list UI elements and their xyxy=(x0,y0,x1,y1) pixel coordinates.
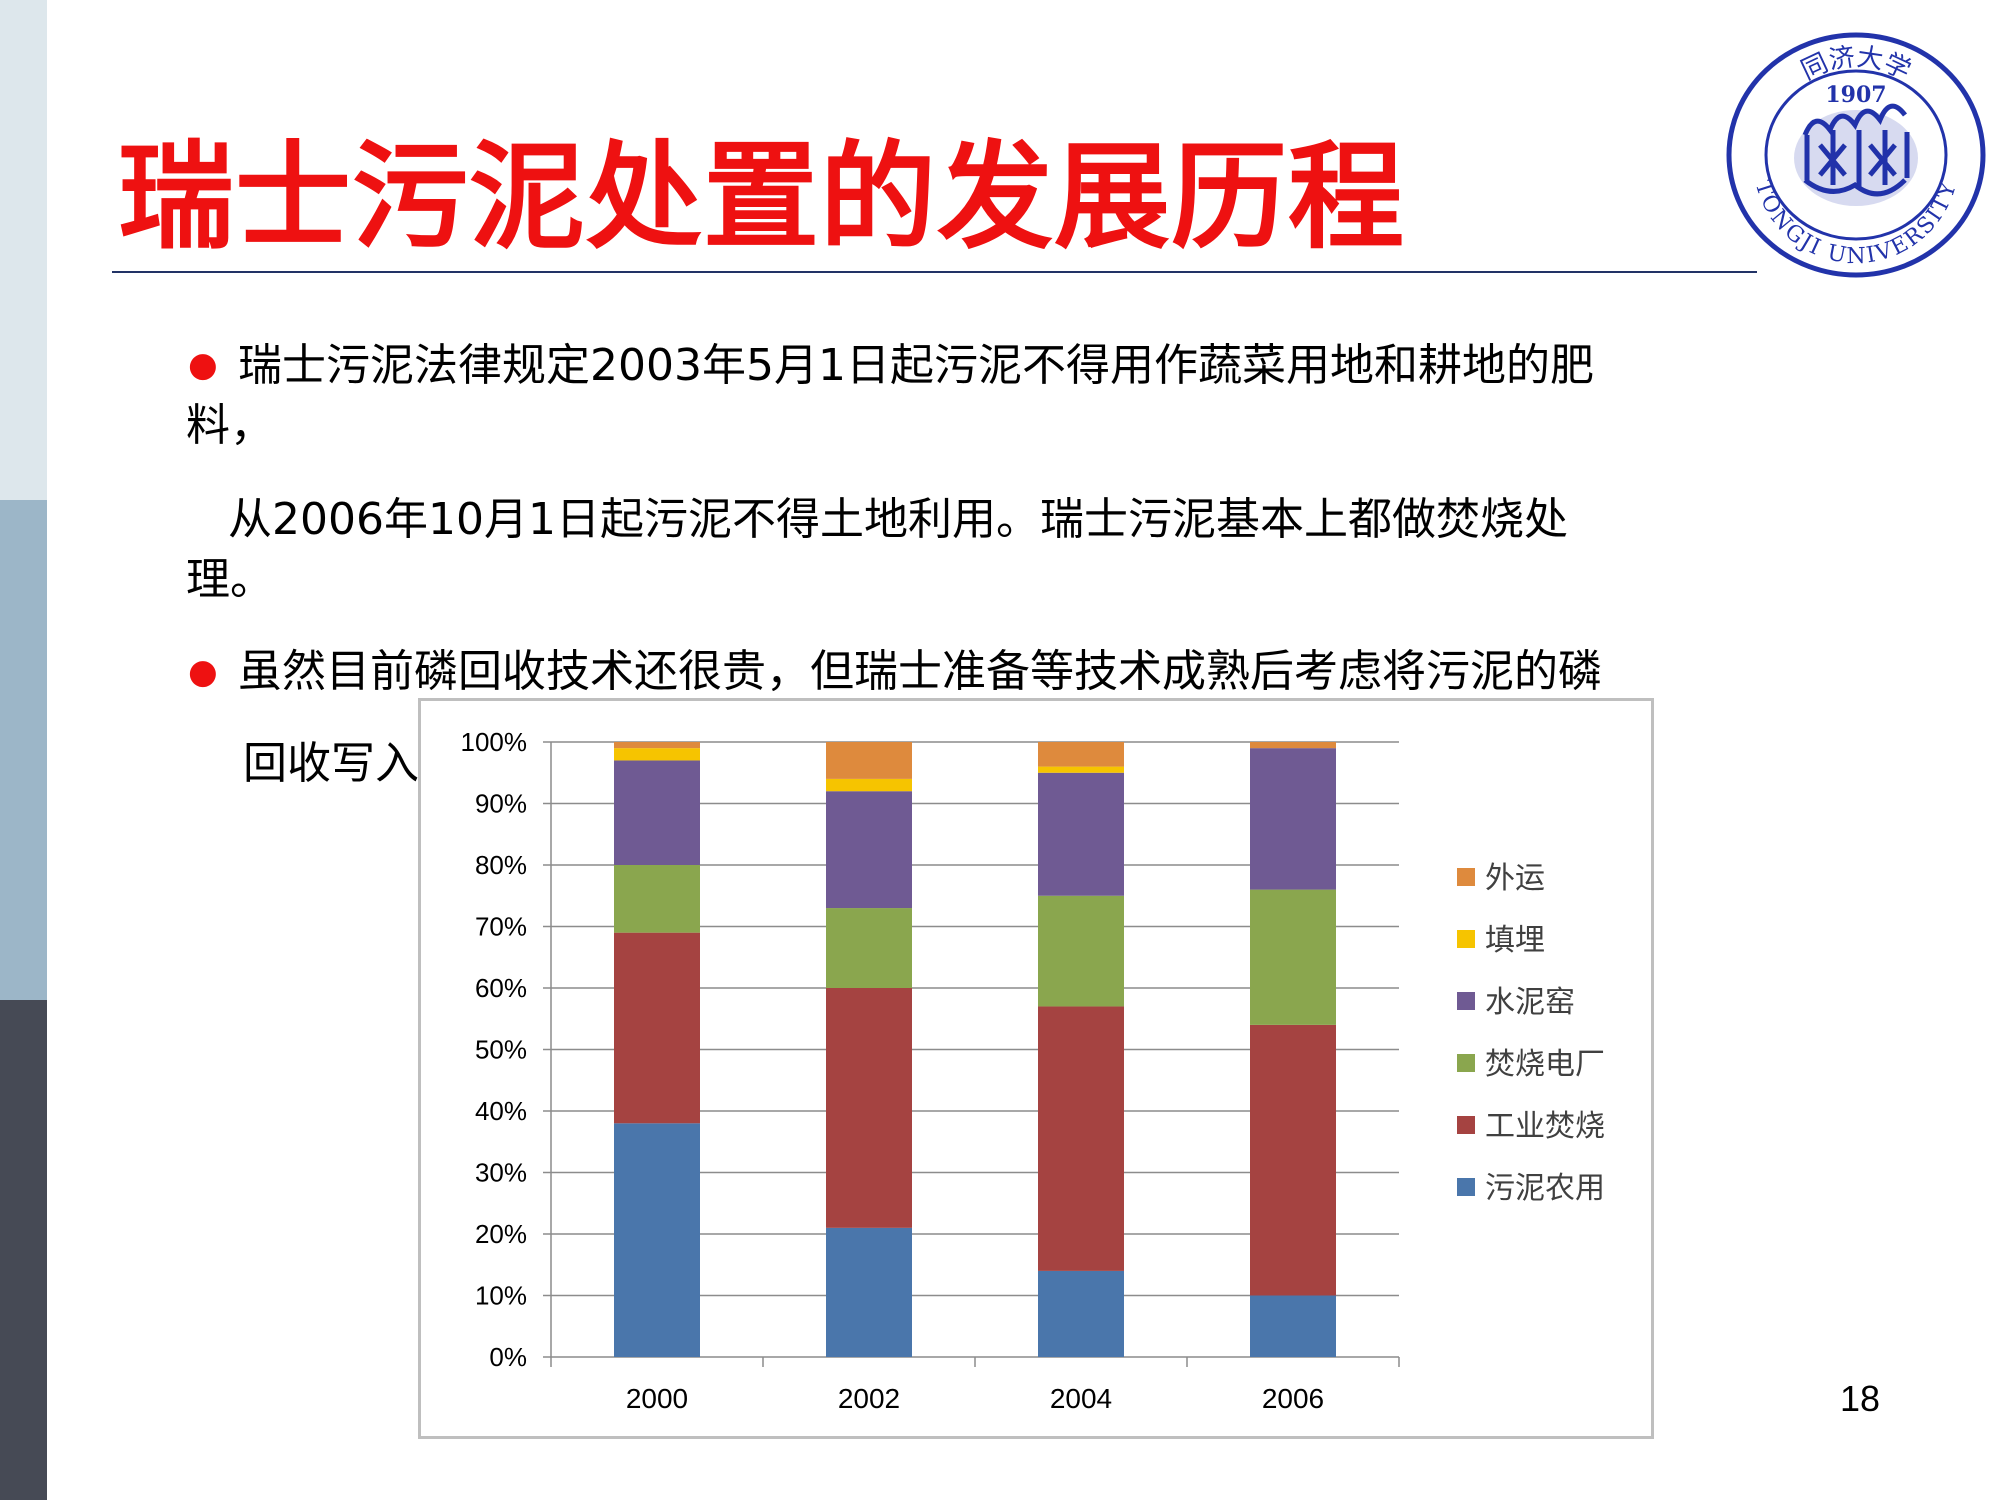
bar-segment xyxy=(614,748,700,761)
bar-segment xyxy=(1250,1024,1336,1296)
paragraph-1-line-1: 瑞士污泥法律规定2003年5月1日起污泥不得用作蔬菜用地和耕地的肥 xyxy=(238,340,1594,391)
paragraph-3-line-1: 虽然目前磷回收技术还很贵，但瑞士准备等技术成熟后考虑将污泥的磷 xyxy=(238,646,1602,697)
y-tick-label: 60% xyxy=(475,973,527,1003)
bar-segment xyxy=(1250,889,1336,1025)
legend-label: 水泥窑 xyxy=(1485,985,1575,1020)
legend-label: 工业焚烧 xyxy=(1485,1109,1605,1144)
bar-segment xyxy=(1038,772,1124,896)
y-tick-label: 70% xyxy=(475,912,527,942)
side-bar-bottom xyxy=(0,1000,47,1500)
legend-label: 外运 xyxy=(1485,861,1545,896)
title-underline xyxy=(112,271,1757,273)
bar-segment xyxy=(614,932,700,1124)
side-bar-middle xyxy=(0,500,47,1000)
bar-segment xyxy=(1250,748,1336,890)
bar-segment xyxy=(826,791,912,909)
bar-segment xyxy=(826,1227,912,1357)
paragraph-2-line-2: 理。 xyxy=(186,554,274,605)
y-tick-label: 10% xyxy=(475,1281,527,1311)
stacked-bar-chart: 0% 10% 20% 30% 40% 50% 60% 70% 80% 90% 100% 2000 200… xyxy=(418,698,1654,1439)
x-tick-label: 2000 xyxy=(626,1383,688,1414)
legend-swatch xyxy=(1457,1178,1475,1196)
x-tick-label: 2006 xyxy=(1262,1383,1324,1414)
bullet-icon: ● xyxy=(188,345,218,385)
page-number: 18 xyxy=(1840,1378,1881,1419)
legend-swatch xyxy=(1457,1054,1475,1072)
y-tick-label: 90% xyxy=(475,789,527,819)
paragraph-1-line-2: 料， xyxy=(186,400,274,451)
tongji-university-logo: 同济大学 1907 TONGJI UNIVERSITY xyxy=(1726,32,1986,278)
y-tick-label: 100% xyxy=(461,727,528,757)
paragraph-3-line-2: 回收写入 xyxy=(243,738,419,789)
y-tick-label: 80% xyxy=(475,850,527,880)
bar-segment xyxy=(1038,1270,1124,1357)
bar-segment xyxy=(614,1123,700,1357)
bar-segment xyxy=(614,865,700,933)
bullet-icon: ● xyxy=(188,652,218,692)
logo-year: 1907 xyxy=(1825,82,1886,108)
legend-swatch xyxy=(1457,930,1475,948)
bar-segment xyxy=(1038,766,1124,773)
slide-title: 瑞士污泥处置的发展历程 xyxy=(118,130,1405,265)
x-tick-label: 2004 xyxy=(1050,1383,1112,1414)
bar-segment xyxy=(614,742,700,749)
legend-label: 填埋 xyxy=(1485,923,1545,958)
y-tick-label: 0% xyxy=(489,1342,527,1372)
bar-segment xyxy=(826,908,912,988)
bar-segment xyxy=(1250,1295,1336,1357)
bar-segment xyxy=(614,760,700,865)
logo-emblem-shade xyxy=(1794,110,1918,206)
side-bar-top xyxy=(0,0,47,500)
bar-segment xyxy=(826,742,912,779)
bar-segment xyxy=(826,988,912,1228)
legend-swatch xyxy=(1457,992,1475,1010)
paragraph-2-line-1: 从2006年10月1日起污泥不得土地利用。瑞士污泥基本上都做焚烧处 xyxy=(228,494,1568,545)
y-tick-label: 20% xyxy=(475,1219,527,1249)
legend-label: 污泥农用 xyxy=(1485,1171,1605,1206)
legend-label: 焚烧电厂 xyxy=(1485,1047,1605,1082)
bar-segment xyxy=(1250,742,1336,749)
y-tick-label: 50% xyxy=(475,1035,527,1065)
x-tick-label: 2002 xyxy=(838,1383,900,1414)
logo-emblem-figure xyxy=(1802,103,1910,197)
bar-segment xyxy=(1038,742,1124,767)
legend-swatch xyxy=(1457,1116,1475,1134)
y-tick-label: 30% xyxy=(475,1158,527,1188)
bar-segment xyxy=(1038,895,1124,1007)
chart-canvas: 0% 10% 20% 30% 40% 50% 60% 70% 80% 90% 100% 2000 200… xyxy=(461,727,1606,1414)
bar-segment xyxy=(826,778,912,792)
bar-segment xyxy=(1038,1006,1124,1271)
legend-swatch xyxy=(1457,868,1475,886)
y-tick-label: 40% xyxy=(475,1096,527,1126)
